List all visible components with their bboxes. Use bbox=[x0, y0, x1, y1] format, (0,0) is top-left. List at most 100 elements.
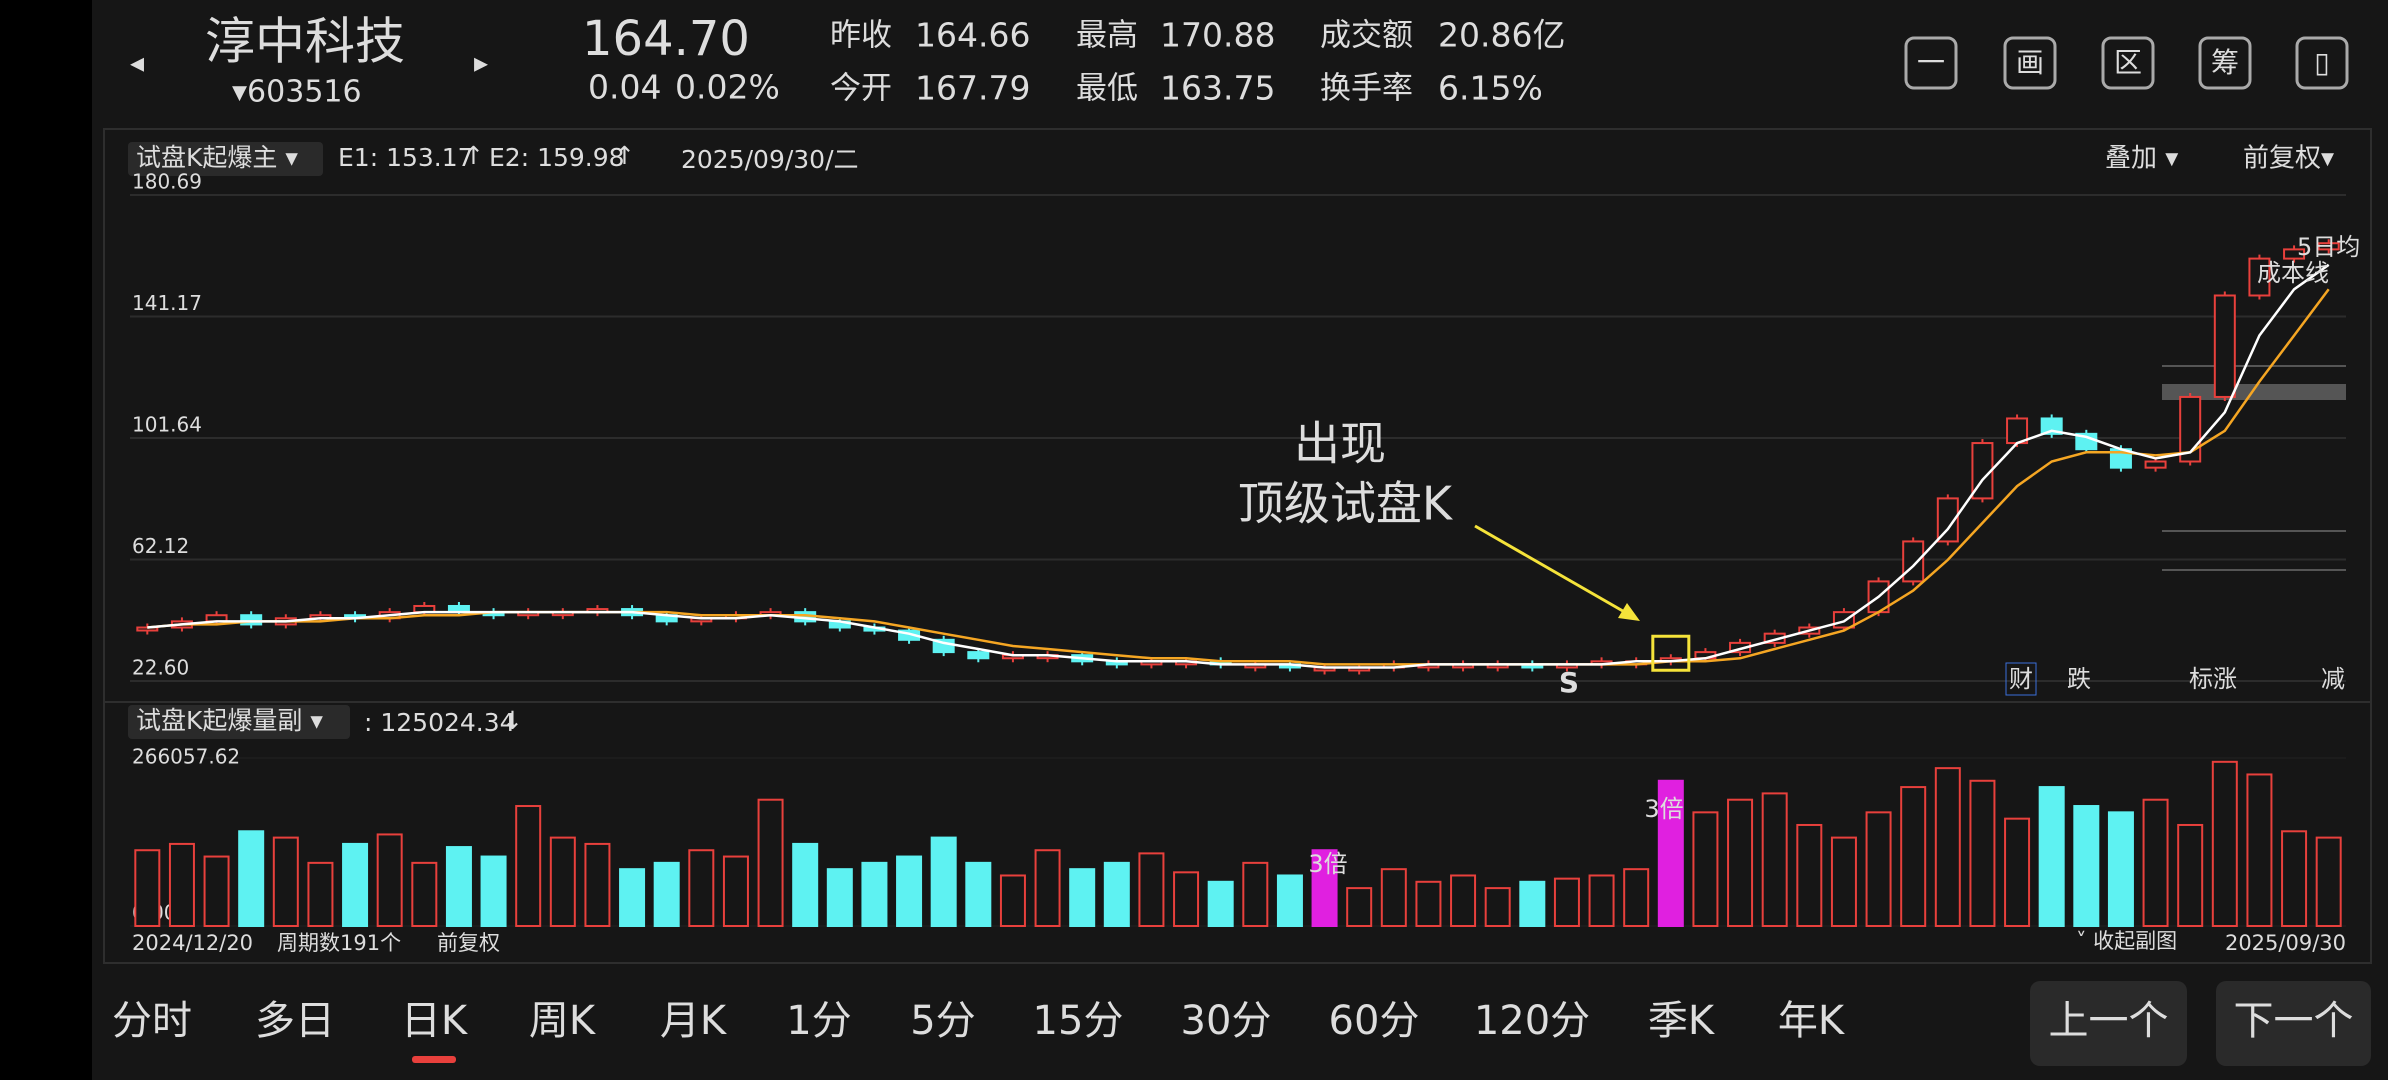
arrow-head bbox=[1618, 603, 1640, 621]
adjust[interactable]: 前复权▾ bbox=[2243, 144, 2334, 174]
indicator-select[interactable] bbox=[128, 142, 323, 176]
left-strip bbox=[0, 0, 92, 1080]
tab[interactable]: 季K bbox=[1648, 998, 1716, 1044]
plot: 22.6062.12101.64141.17180.690.00266057.6… bbox=[130, 170, 2346, 928]
legend-ma: 5日均 bbox=[2297, 233, 2360, 261]
tab[interactable]: 5分 bbox=[910, 998, 975, 1044]
tab[interactable]: 多日 bbox=[255, 998, 335, 1044]
volume-bar bbox=[1692, 811, 1719, 927]
volume-bar bbox=[2315, 836, 2342, 927]
toolbar-glyph[interactable]: ▯ bbox=[2314, 46, 2329, 79]
y-tick-label: 101.64 bbox=[132, 413, 202, 437]
volume-bar bbox=[757, 798, 784, 927]
button-label[interactable]: 上一个 bbox=[2049, 998, 2169, 1044]
button-label[interactable]: 下一个 bbox=[2234, 998, 2354, 1044]
tab[interactable]: 120分 bbox=[1474, 998, 1590, 1044]
volume-bar bbox=[445, 846, 472, 927]
volume-bar bbox=[896, 855, 923, 928]
volume-bar bbox=[930, 836, 957, 927]
toolbar-glyph[interactable]: 筹 bbox=[2211, 46, 2239, 79]
volume-bar bbox=[792, 842, 819, 928]
tab[interactable]: 分时 bbox=[112, 998, 192, 1044]
volume-note: 3倍 bbox=[1644, 795, 1683, 823]
next-stock[interactable]: ▸ bbox=[474, 46, 488, 79]
volume-bar bbox=[1415, 880, 1442, 928]
candle bbox=[1902, 540, 1925, 583]
overlay[interactable]: 叠加 ▾ bbox=[2105, 144, 2178, 174]
value: 170.88 bbox=[1160, 16, 1275, 55]
legend-cost: 成本线 bbox=[2257, 259, 2329, 287]
date: 2025/09/30/二 bbox=[681, 145, 859, 174]
volume-bar bbox=[1276, 874, 1303, 927]
footer-adjust: 前复权 bbox=[437, 931, 500, 955]
tab[interactable]: 15分 bbox=[1033, 998, 1124, 1044]
volume-select[interactable] bbox=[128, 705, 350, 739]
indicator[interactable]: 试盘K起爆主 ▾ bbox=[136, 143, 298, 172]
price: 164.70 bbox=[582, 11, 750, 67]
volume-bar bbox=[2281, 830, 2308, 928]
tab[interactable]: 1分 bbox=[786, 998, 851, 1044]
button[interactable] bbox=[2030, 981, 2187, 1066]
toolbar: 一 画 区 筹 ▯ bbox=[1904, 36, 2349, 90]
tab-indicator bbox=[412, 1056, 456, 1063]
volume-bar bbox=[2038, 786, 2065, 927]
arrow bbox=[1474, 524, 1636, 620]
volume-bar bbox=[1103, 861, 1130, 927]
label: 今开 bbox=[830, 71, 892, 107]
y-tick-label: 22.60 bbox=[132, 656, 189, 680]
y-tick-label: 180.69 bbox=[132, 170, 202, 194]
annotation: 出现 bbox=[1294, 417, 1386, 471]
tab[interactable]: 30分 bbox=[1181, 998, 1272, 1044]
annotation: 顶级试盘K bbox=[1238, 477, 1454, 531]
volume-title[interactable]: 试盘K起爆量副 ▾ bbox=[136, 706, 323, 735]
footer-end: 2025/09/30 bbox=[2225, 931, 2346, 955]
tab[interactable]: 60分 bbox=[1329, 998, 1420, 1044]
candle bbox=[2248, 257, 2271, 297]
tab[interactable]: 日K bbox=[401, 998, 469, 1044]
value: 167.79 bbox=[915, 69, 1030, 108]
y-tick-label: 141.17 bbox=[132, 291, 202, 315]
toolbar-icon[interactable] bbox=[2003, 36, 2057, 90]
label: 昨收 bbox=[830, 18, 892, 54]
prev-stock[interactable]: ◂ bbox=[130, 46, 144, 79]
toolbar-glyph[interactable]: 一 bbox=[1917, 46, 1945, 79]
volume-bar bbox=[2004, 817, 2031, 928]
volume-bar bbox=[1173, 871, 1200, 927]
candle bbox=[2213, 294, 2236, 398]
collapse[interactable]: ˅ 收起副图 bbox=[2076, 929, 2177, 953]
candle bbox=[240, 614, 263, 626]
volume-label: : 125024.34 bbox=[364, 708, 516, 737]
volume-bar bbox=[688, 849, 715, 927]
footer-start: 2024/12/20 bbox=[132, 931, 253, 955]
chart-frame bbox=[103, 128, 2372, 964]
toolbar-glyph[interactable]: 画 bbox=[2016, 46, 2044, 79]
tabs: 分时 多日 日K 周K 月K 1分 5分 15分 30分 60分 120分 季K 年K 上一个 下一个 bbox=[112, 981, 2371, 1066]
toolbar-icon[interactable] bbox=[2295, 36, 2349, 90]
tab[interactable]: 年K bbox=[1778, 998, 1846, 1044]
change-pct: 0.02% bbox=[675, 68, 780, 107]
e2-arrow: ↑ bbox=[614, 141, 635, 170]
highlight-box bbox=[1651, 634, 1691, 672]
toolbar-icon[interactable] bbox=[1904, 36, 1958, 90]
tab[interactable]: 周K bbox=[529, 998, 597, 1044]
volume-bar bbox=[376, 833, 403, 927]
tab[interactable]: 月K bbox=[660, 998, 728, 1044]
volume-bar bbox=[1553, 877, 1580, 928]
button[interactable] bbox=[2216, 981, 2371, 1066]
toolbar-icon[interactable] bbox=[2198, 36, 2252, 90]
volume-bar bbox=[722, 855, 749, 928]
volume-bar bbox=[1865, 811, 1892, 927]
candle bbox=[2283, 248, 2306, 260]
label: 最高 bbox=[1076, 18, 1138, 54]
toolbar-glyph[interactable]: 区 bbox=[2114, 46, 2142, 79]
value: 163.75 bbox=[1160, 69, 1275, 108]
tags: 财 跌 标涨 减 bbox=[2005, 662, 2345, 696]
volume-bar bbox=[1380, 868, 1407, 928]
volume-bar bbox=[1138, 852, 1165, 928]
label: 成交额 bbox=[1320, 18, 1413, 54]
stock-code: ▾603516 bbox=[232, 75, 362, 110]
footer-count: 周期数191个 bbox=[277, 931, 401, 955]
toolbar-icon[interactable] bbox=[2101, 36, 2155, 90]
candle bbox=[1832, 611, 1855, 629]
